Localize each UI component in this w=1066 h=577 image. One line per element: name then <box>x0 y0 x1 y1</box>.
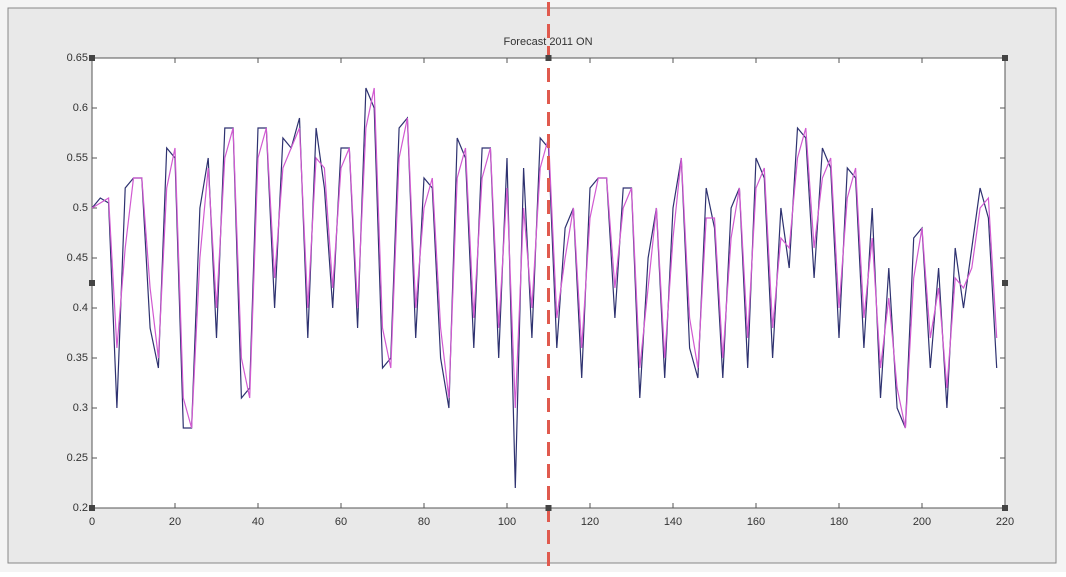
x-tick-label: 20 <box>169 516 181 528</box>
y-tick-label: 0.35 <box>67 352 88 364</box>
x-tick-label: 200 <box>913 516 931 528</box>
x-tick-label: 40 <box>252 516 264 528</box>
x-tick-label: 100 <box>498 516 516 528</box>
series-line <box>91 87 998 429</box>
x-tick-label: 0 <box>89 516 95 528</box>
x-tick-label: 120 <box>581 516 599 528</box>
x-tick-label: 160 <box>747 516 765 528</box>
x-tick-label: 60 <box>335 516 347 528</box>
selection-handle <box>89 55 95 61</box>
y-tick-label: 0.55 <box>67 152 88 164</box>
selection-handle <box>89 280 95 286</box>
x-tick-label: 220 <box>996 516 1014 528</box>
x-tick-label: 140 <box>664 516 682 528</box>
series-line <box>91 87 998 489</box>
selection-handle <box>545 505 552 511</box>
y-tick-label: 0.2 <box>73 502 88 514</box>
selection-handle <box>1002 55 1008 61</box>
y-tick-label: 0.45 <box>67 252 88 264</box>
y-tick-label: 0.5 <box>73 202 88 214</box>
y-tick-label: 0.4 <box>73 302 88 314</box>
selection-handle <box>89 505 95 511</box>
selection-handle <box>545 55 552 61</box>
chart-title: Forecast 2011 ON <box>503 36 592 48</box>
y-tick-label: 0.3 <box>73 402 88 414</box>
x-tick-label: 180 <box>830 516 848 528</box>
y-tick-label: 0.6 <box>73 102 88 114</box>
y-tick-label: 0.65 <box>67 52 88 64</box>
selection-handle <box>1002 505 1008 511</box>
y-tick-label: 0.25 <box>67 452 88 464</box>
selection-handle <box>1002 280 1008 286</box>
x-tick-label: 80 <box>418 516 430 528</box>
